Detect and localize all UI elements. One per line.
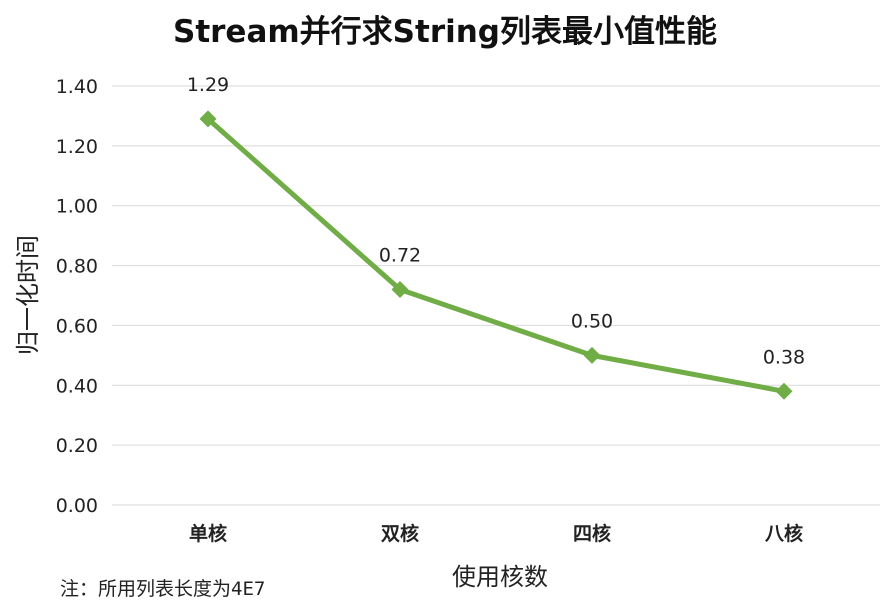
x-tick-label: 双核	[381, 522, 419, 545]
data-label: 1.29	[187, 74, 229, 96]
data-label: 0.72	[379, 245, 421, 267]
y-tick-label: 0.20	[56, 435, 98, 457]
data-labels: 1.29 0.72 0.50 0.38	[187, 74, 805, 368]
data-label: 0.38	[763, 346, 805, 368]
data-point	[775, 382, 793, 400]
y-tick-label: 0.40	[56, 375, 98, 397]
data-point	[199, 110, 217, 128]
y-axis-title: 归一化时间	[14, 235, 42, 355]
x-axis-ticks: 单核 双核 四核 八核	[189, 522, 803, 545]
data-point	[583, 346, 601, 364]
series-layer	[199, 110, 793, 400]
y-tick-label: 1.00	[56, 196, 98, 218]
series-line	[205, 116, 787, 394]
y-axis-ticks: 0.00 0.20 0.40 0.60 0.80 1.00 1.20 1.40	[56, 76, 98, 517]
y-tick-label: 0.80	[56, 256, 98, 278]
chart-title: Stream并行求String列表最小值性能	[173, 14, 717, 50]
data-point	[391, 281, 409, 298]
y-tick-label: 0.60	[56, 315, 98, 337]
x-tick-label: 四核	[573, 522, 611, 545]
y-tick-label: 0.00	[56, 495, 98, 517]
footnote: 注：所用列表长度为4E7	[60, 578, 265, 600]
data-label: 0.50	[571, 310, 613, 332]
y-tick-label: 1.40	[56, 76, 98, 98]
x-tick-label: 八核	[765, 522, 803, 545]
gridlines	[112, 85, 880, 506]
x-axis-title: 使用核数	[452, 563, 548, 591]
y-tick-label: 1.20	[56, 136, 98, 158]
x-tick-label: 单核	[189, 522, 227, 545]
